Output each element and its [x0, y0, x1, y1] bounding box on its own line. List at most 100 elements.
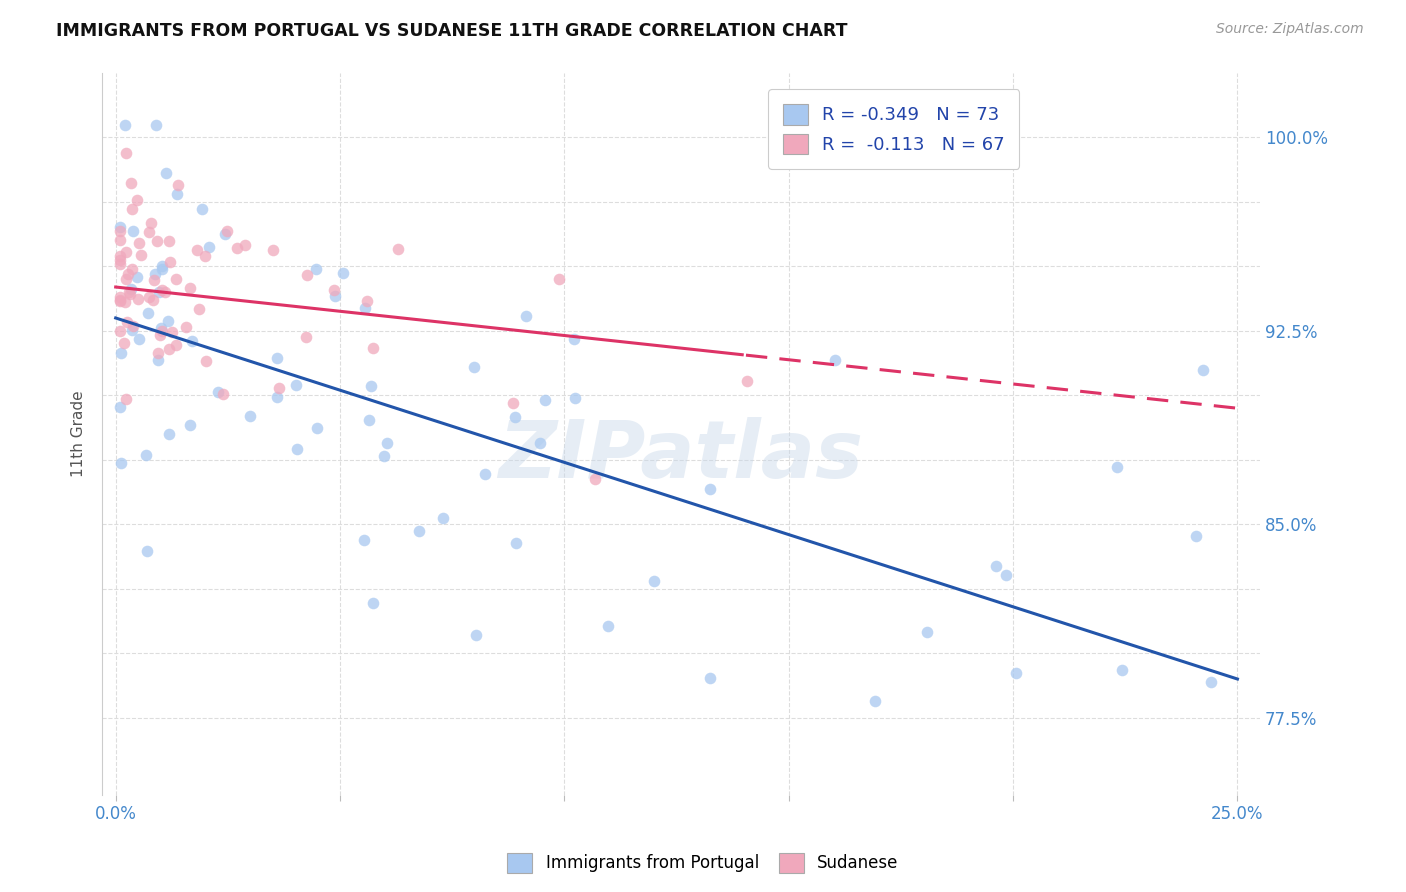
Point	[110, 220, 132, 235]
Point	[141, 216, 163, 230]
Text: ZIPatlas: ZIPatlas	[499, 417, 863, 495]
Point	[474, 467, 496, 481]
Point	[233, 238, 256, 252]
Point	[145, 118, 167, 132]
Point	[174, 319, 197, 334]
Point	[915, 625, 938, 640]
Point	[127, 292, 149, 306]
Point	[239, 409, 262, 423]
Point	[464, 627, 486, 641]
Point	[323, 283, 346, 297]
Point	[115, 145, 138, 160]
Point	[114, 336, 136, 351]
Point	[181, 334, 204, 348]
Y-axis label: 11th Grade: 11th Grade	[72, 391, 86, 477]
Point	[118, 286, 141, 301]
Point	[463, 360, 485, 375]
Text: Source: ZipAtlas.com: Source: ZipAtlas.com	[1216, 22, 1364, 37]
Point	[118, 285, 141, 299]
Legend: R = -0.349   N = 73, R =  -0.113   N = 67: R = -0.349 N = 73, R = -0.113 N = 67	[768, 89, 1019, 169]
Point	[138, 290, 160, 304]
Point	[115, 272, 138, 286]
Point	[361, 341, 384, 355]
Point	[356, 294, 378, 309]
Point	[285, 442, 308, 457]
Point	[323, 288, 346, 302]
Point	[534, 393, 557, 408]
Point	[1105, 459, 1128, 474]
Point	[166, 186, 188, 201]
Point	[165, 337, 187, 351]
Point	[824, 353, 846, 368]
Point	[152, 262, 174, 277]
Point	[114, 392, 136, 406]
Point	[194, 249, 217, 263]
Point	[152, 324, 174, 338]
Point	[150, 259, 173, 273]
Point	[143, 267, 166, 281]
Point	[108, 293, 131, 307]
Point	[207, 384, 229, 399]
Point	[984, 559, 1007, 574]
Point	[643, 574, 665, 589]
Point	[562, 332, 585, 346]
Point	[375, 435, 398, 450]
Point	[505, 536, 527, 550]
Point	[114, 118, 136, 132]
Point	[387, 243, 409, 257]
Point	[353, 533, 375, 548]
Point	[217, 224, 239, 238]
Point	[360, 378, 382, 392]
Point	[108, 224, 131, 238]
Point	[515, 309, 537, 323]
Point	[128, 235, 150, 250]
Point	[332, 266, 354, 280]
Point	[502, 396, 524, 410]
Point	[297, 268, 319, 282]
Point	[155, 166, 177, 180]
Point	[307, 421, 329, 435]
Point	[115, 244, 138, 259]
Point	[432, 511, 454, 525]
Point	[361, 596, 384, 610]
Point	[191, 202, 214, 216]
Point	[179, 418, 201, 433]
Point	[194, 354, 217, 368]
Point	[159, 254, 181, 268]
Point	[304, 261, 326, 276]
Point	[156, 314, 179, 328]
Point	[357, 413, 380, 427]
Point	[266, 351, 288, 365]
Point	[114, 294, 136, 309]
Point	[214, 227, 236, 242]
Point	[529, 436, 551, 450]
Point	[994, 568, 1017, 582]
Legend: Immigrants from Portugal, Sudanese: Immigrants from Portugal, Sudanese	[501, 847, 905, 880]
Point	[1184, 529, 1206, 543]
Point	[108, 290, 131, 304]
Point	[136, 306, 159, 320]
Point	[1004, 666, 1026, 681]
Point	[548, 271, 571, 285]
Point	[157, 342, 180, 356]
Point	[148, 345, 170, 359]
Point	[108, 233, 131, 247]
Text: IMMIGRANTS FROM PORTUGAL VS SUDANESE 11TH GRADE CORRELATION CHART: IMMIGRANTS FROM PORTUGAL VS SUDANESE 11T…	[56, 22, 848, 40]
Point	[225, 241, 247, 255]
Point	[145, 235, 167, 249]
Point	[284, 377, 307, 392]
Point	[141, 293, 163, 307]
Point	[503, 410, 526, 425]
Point	[138, 226, 160, 240]
Point	[373, 449, 395, 463]
Point	[150, 321, 173, 335]
Point	[117, 267, 139, 281]
Point	[150, 283, 173, 297]
Point	[408, 524, 430, 538]
Point	[121, 262, 143, 277]
Point	[699, 671, 721, 685]
Point	[135, 449, 157, 463]
Point	[122, 224, 145, 238]
Point	[863, 693, 886, 707]
Point	[583, 472, 606, 486]
